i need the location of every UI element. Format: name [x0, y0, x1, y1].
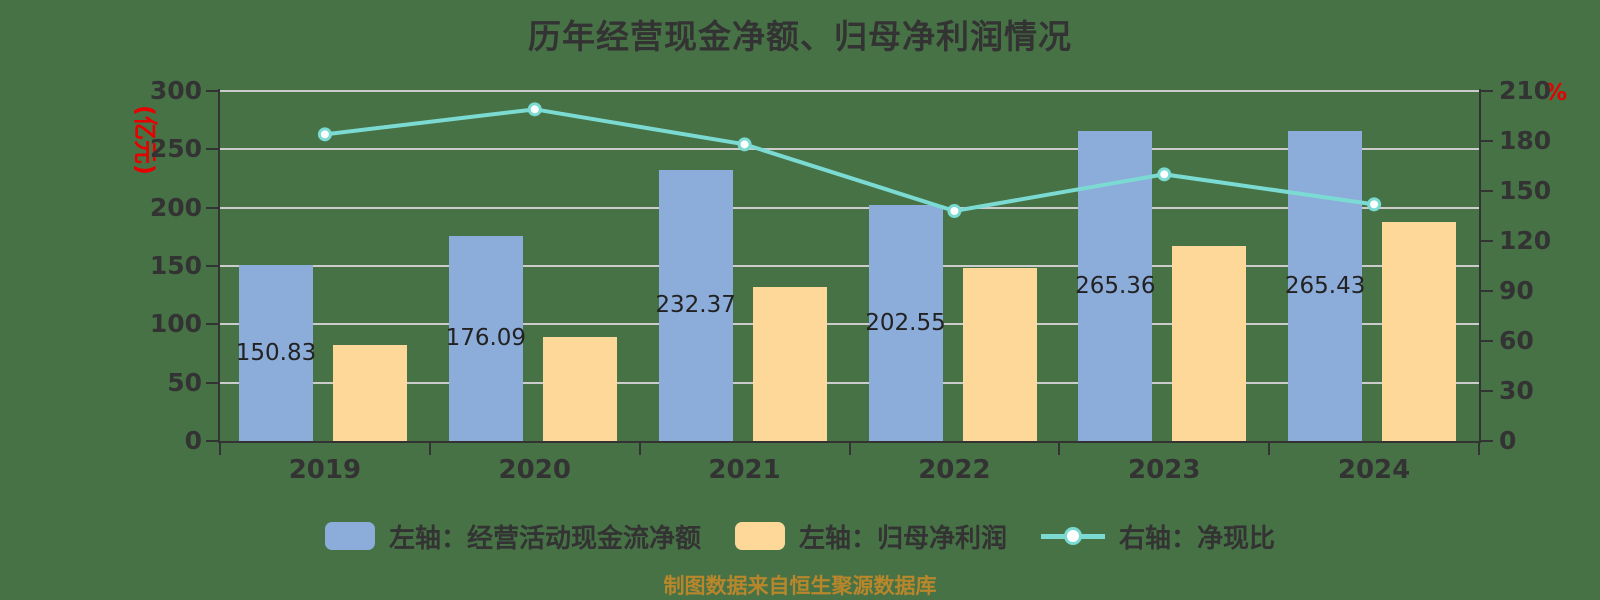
x-axis-tick — [428, 443, 431, 455]
bar-value-label: 202.55 — [865, 309, 946, 336]
left-axis-tick-label: 50 — [167, 367, 202, 397]
right-axis-tick-label: 90 — [1499, 276, 1534, 305]
right-axis-tick-label: 30 — [1499, 376, 1534, 405]
legend-item-net-profit[interactable]: 左轴：归母净利润 — [734, 518, 1007, 555]
x-axis-category-label: 2024 — [1337, 455, 1411, 485]
net-cash-ratio-point-2019 — [317, 127, 332, 142]
gridline — [220, 323, 1479, 326]
bar-operating-cashflow-2020 — [448, 235, 523, 441]
left-axis-tick-label: 100 — [149, 309, 202, 339]
x-axis-tick — [1268, 443, 1271, 455]
left-axis-tick-label: 300 — [149, 76, 202, 105]
x-axis-tick — [638, 443, 641, 455]
bar-value-label: 265.36 — [1075, 273, 1156, 300]
bar-value-label: 232.37 — [655, 292, 736, 319]
x-axis-category-label: 2019 — [288, 455, 362, 485]
right-axis-tick-label: 0 — [1499, 426, 1517, 455]
left-axis-tick — [206, 148, 218, 151]
left-axis-tick — [206, 440, 218, 442]
left-axis-tick-label: 250 — [149, 134, 202, 164]
bar-value-label: 265.43 — [1284, 273, 1366, 300]
x-axis-line — [218, 441, 1481, 443]
bar-value-label: 176.09 — [445, 325, 527, 352]
legend-item-net-cash-ratio[interactable]: 右轴：净现比 — [1041, 518, 1275, 555]
bar-value-label: 150.83 — [235, 340, 317, 367]
left-axis-tick — [206, 265, 218, 267]
bar-net-profit-2023 — [1172, 246, 1247, 441]
x-axis-tick — [848, 443, 851, 455]
data-source-note: 制图数据来自恒生聚源数据库 — [663, 574, 937, 598]
net-cash-ratio-point-2020 — [527, 102, 542, 117]
bar-operating-cashflow-2021 — [658, 169, 733, 441]
right-axis-unit-label: % — [1544, 80, 1568, 106]
right-axis-tick — [1481, 390, 1493, 392]
bar-net-profit-2019 — [333, 345, 407, 441]
net-cash-ratio-line — [324, 107, 1375, 214]
left-axis-tick — [206, 206, 218, 209]
bar-operating-cashflow-2022 — [868, 204, 943, 441]
right-axis-tick — [1481, 290, 1493, 292]
gridline — [220, 381, 1479, 384]
left-axis-tick-label: 200 — [149, 192, 202, 222]
left-axis-tick-label: 150 — [149, 251, 202, 280]
legend-label: 左轴：归母净利润 — [798, 523, 1007, 554]
right-axis-line — [1479, 89, 1481, 443]
bar-net-profit-2022 — [962, 268, 1037, 441]
x-axis-tick — [1058, 443, 1061, 455]
right-axis-tick — [1481, 140, 1493, 142]
bar-net-profit-2020 — [542, 337, 617, 441]
right-axis-tick-label: 60 — [1499, 326, 1534, 355]
gridline — [220, 90, 1479, 92]
legend: 左轴：经营活动现金流净额 左轴：归母净利润 右轴：净现比 — [0, 508, 1600, 564]
right-axis-tick — [1481, 240, 1493, 242]
legend-label: 右轴：净现比 — [1119, 523, 1276, 554]
right-axis-tick — [1481, 190, 1493, 192]
bar-operating-cashflow-2019 — [239, 265, 313, 441]
chart-title: 历年经营现金净额、归母净利润情况 — [528, 17, 1072, 56]
bar-net-profit-2021 — [752, 287, 827, 441]
right-axis-tick — [1481, 90, 1493, 92]
bar-net-profit-2024 — [1382, 221, 1457, 441]
x-axis-category-label: 2023 — [1128, 455, 1201, 485]
left-axis-tick — [206, 381, 218, 384]
left-axis-tick — [206, 323, 218, 326]
x-axis-category-label: 2022 — [918, 455, 991, 485]
right-axis-tick-label: 180 — [1499, 126, 1552, 155]
right-axis-tick — [1481, 440, 1493, 442]
blue-bar-swatch-icon — [324, 522, 375, 550]
x-axis-tick — [1478, 443, 1480, 455]
line-marker-swatch-icon — [1041, 522, 1105, 550]
left-axis-line — [218, 89, 220, 443]
left-axis-tick — [206, 90, 218, 92]
gridline — [220, 265, 1479, 267]
right-axis-tick — [1481, 340, 1493, 342]
net-cash-ratio-point-2023 — [1157, 167, 1172, 182]
yellow-bar-swatch-icon — [734, 522, 785, 550]
x-axis-category-label: 2021 — [708, 455, 781, 485]
x-axis-tick — [219, 443, 221, 455]
right-axis-tick-label: 120 — [1499, 226, 1552, 255]
legend-item-operating-cashflow[interactable]: 左轴：经营活动现金流净额 — [324, 518, 701, 555]
right-axis-tick-label: 210 — [1499, 76, 1552, 105]
legend-label: 左轴：经营活动现金流净额 — [388, 523, 701, 554]
right-axis-tick-label: 150 — [1499, 176, 1552, 205]
left-axis-tick-label: 0 — [184, 426, 202, 455]
x-axis-category-label: 2020 — [498, 455, 571, 485]
